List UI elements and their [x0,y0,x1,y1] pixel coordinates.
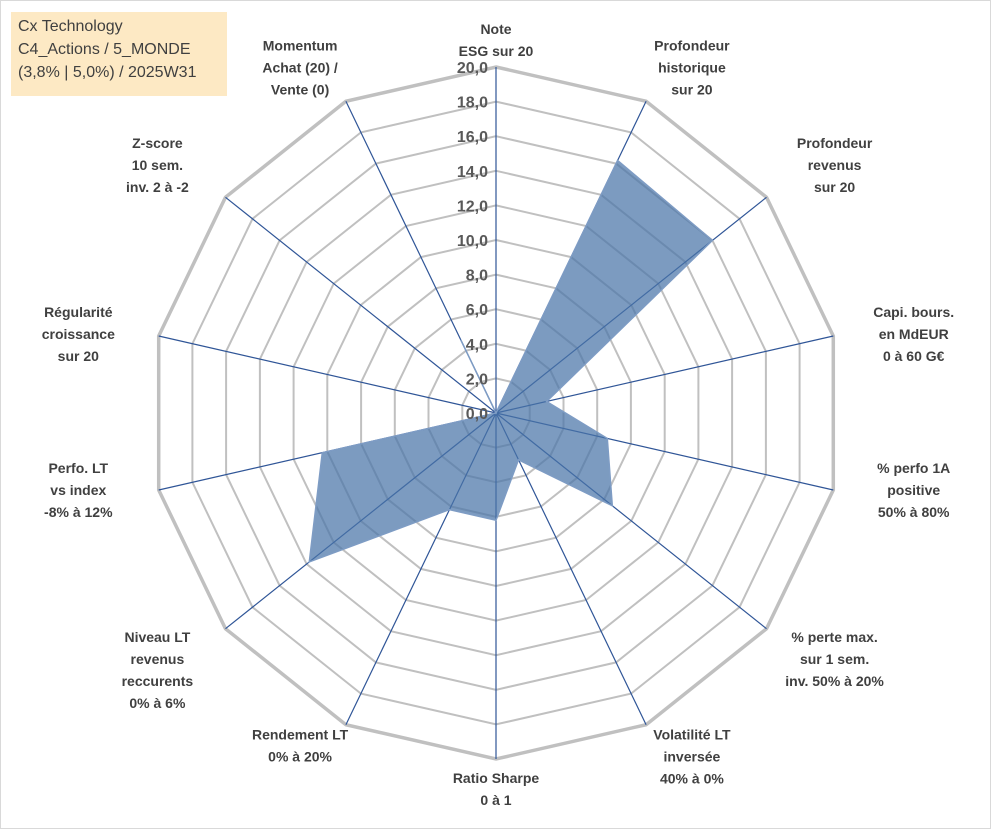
axis-label-3: Capi. bours. en MdEUR 0 à 60 G€ [873,304,954,364]
axis-label-13: Momentum Achat (20) / Vente (0) [262,38,338,98]
data-point-12 [495,412,497,414]
axis-label-5-line-2: inv. 50% à 20% [785,673,884,689]
axis-label-13-line-2: Vente (0) [271,82,329,98]
data-point-2 [712,240,714,242]
axis-label-5-line-1: sur 1 sem. [800,651,869,667]
data-point-4 [607,438,609,440]
data-point-7 [495,520,497,522]
axis-label-1-line-0: Profondeur [654,38,730,54]
axis-label-4-line-2: 50% à 80% [878,504,950,520]
axis-label-12-line-1: 10 sem. [132,157,183,173]
axis-label-2: Profondeur revenus sur 20 [797,135,873,195]
tick-label-3: 6,0 [466,302,488,319]
tick-label-10: 20,0 [457,60,488,77]
axis-label-11: Régularité croissance sur 20 [42,304,115,364]
data-point-8 [449,509,451,511]
spoke-12 [225,196,497,414]
axis-label-6-line-0: Volatilité LT [653,726,731,742]
axis-label-12: Z-score 10 sem. inv. 2 à -2 [126,135,189,195]
data-point-5 [612,505,614,507]
axis-label-11-line-1: croissance [42,326,115,342]
spoke-11 [158,335,497,414]
axis-label-5: % perte max. sur 1 sem. inv. 50% à 20% [785,629,884,689]
tick-label-9: 18,0 [457,95,488,112]
axis-label-5-line-0: % perte max. [791,629,877,645]
info-details: (3,8% | 5,0%) / 2025W31 [18,64,197,81]
tick-label-6: 12,0 [457,198,488,215]
axis-label-6-line-1: inversée [663,748,720,764]
axis-label-2-line-0: Profondeur [797,135,873,151]
axis-label-6-line-2: 40% à 0% [660,770,724,786]
axis-label-10: Perfo. LT vs index -8% à 12% [44,460,113,520]
axis-label-7: Ratio Sharpe 0 à 1 [453,770,540,808]
axis-label-1-line-1: historique [658,60,726,76]
axis-label-12-line-2: inv. 2 à -2 [126,179,189,195]
axis-label-8-line-1: 0% à 20% [268,748,332,764]
axis-label-10-line-2: -8% à 12% [44,504,113,520]
series-area-0 [308,159,714,564]
axis-label-2-line-1: revenus [808,157,862,173]
axis-label-3-line-2: 0 à 60 G€ [883,348,945,364]
axis-label-4-line-1: positive [887,482,940,498]
axis-label-9-line-3: 0% à 6% [129,695,186,711]
axis-label-9-line-2: reccurents [122,673,194,689]
axis-label-12-line-0: Z-score [132,135,183,151]
axis-label-10-line-0: Perfo. LT [48,460,108,476]
axis-label-1: Profondeur historique sur 20 [654,38,730,98]
axis-label-0-line-1: ESG sur 20 [459,43,534,59]
info-category: C4_Actions / 5_MONDE [18,41,191,58]
axis-label-3-line-0: Capi. bours. [873,304,954,320]
tick-label-1: 2,0 [466,371,488,388]
axis-label-3-line-1: en MdEUR [879,326,949,342]
axis-label-4: % perfo 1A positive 50% à 80% [877,460,950,520]
spoke-3 [495,335,834,414]
axis-label-9-line-0: Niveau LT [124,629,190,645]
data-point-6 [518,459,520,461]
tick-label-5: 10,0 [457,233,488,250]
tick-label-0: 0,0 [466,406,488,423]
data-point-9 [309,561,311,563]
axis-label-0: Note ESG sur 20 [459,21,534,59]
axis-label-1-line-2: sur 20 [671,82,712,98]
tick-label-2: 4,0 [466,337,488,354]
axis-label-13-line-1: Achat (20) / [262,60,338,76]
axis-label-7-line-1: 0 à 1 [480,792,511,808]
info-box: Cx Technology C4_Actions / 5_MONDE (3,8%… [11,12,227,96]
axis-label-10-line-1: vs index [50,482,106,498]
spoke-6 [495,412,647,725]
axis-label-6: Volatilité LT inversée 40% à 0% [653,726,731,786]
axis-label-13-line-0: Momentum [263,38,338,54]
tick-label-7: 14,0 [457,164,488,181]
info-title: Cx Technology [18,18,123,35]
axis-label-11-line-2: sur 20 [58,348,99,364]
data-point-13 [460,339,462,341]
data-point-10 [322,452,324,454]
axis-label-7-line-0: Ratio Sharpe [453,770,540,786]
axis-label-9: Niveau LT revenus reccurents 0% à 6% [122,629,194,711]
axis-label-8: Rendement LT 0% à 20% [252,726,349,764]
tick-label-4: 8,0 [466,268,488,285]
data-point-3 [546,401,548,403]
axis-label-9-line-1: revenus [131,651,185,667]
data-point-1 [617,160,619,162]
axis-label-2-line-2: sur 20 [814,179,855,195]
axis-label-0-line-0: Note [480,21,511,37]
axis-label-8-line-0: Rendement LT [252,726,349,742]
axis-label-4-line-0: % perfo 1A [877,460,950,476]
axis-label-11-line-0: Régularité [44,304,113,320]
tick-label-8: 16,0 [457,129,488,146]
